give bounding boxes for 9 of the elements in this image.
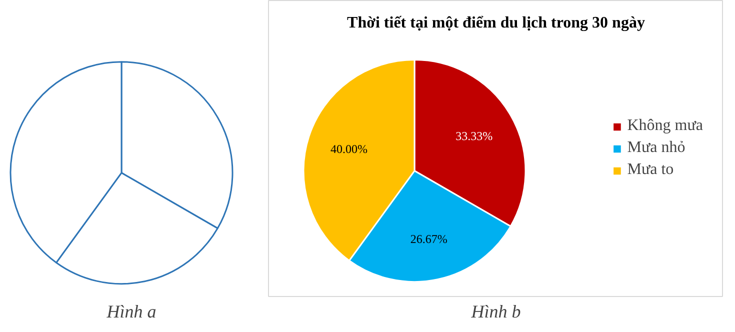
data-label: 40.00% bbox=[330, 142, 368, 156]
legend-label: Mưa nhỏ bbox=[627, 139, 686, 157]
text: Hình b bbox=[470, 302, 521, 322]
legend-label: Mưa to bbox=[627, 161, 674, 179]
data-label: 33.33% bbox=[456, 128, 493, 143]
legend-label: Không mưa bbox=[627, 117, 703, 135]
data-label: 26.67% bbox=[410, 232, 448, 246]
text: Hình a bbox=[106, 302, 156, 322]
chart-title: Thời tiết tại một điểm du lịch trong 30 ngày bbox=[347, 14, 645, 32]
